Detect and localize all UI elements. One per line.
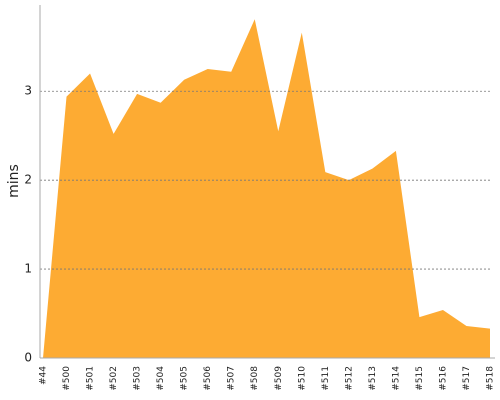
x-tick-label: #518: [486, 366, 496, 391]
x-tick-label: #512: [344, 366, 354, 391]
x-tick-label: #503: [133, 366, 143, 391]
x-tick-label: #505: [180, 366, 190, 391]
x-tick-label: #509: [274, 366, 284, 391]
x-tick-label: #506: [203, 366, 213, 391]
x-tick-label: #510: [297, 366, 307, 391]
x-tick-label: #504: [156, 366, 166, 391]
x-tick-label: #517: [462, 366, 472, 391]
x-tick-label: #513: [368, 366, 378, 391]
y-tick-label: 3: [24, 84, 32, 98]
x-tick-label: #502: [109, 366, 119, 391]
area: [43, 19, 490, 359]
x-tick-label: #511: [321, 366, 331, 391]
x-tick-label: #508: [250, 366, 260, 391]
x-tick-label: #514: [391, 366, 401, 391]
x-tick-label: #500: [62, 366, 72, 391]
y-tick-label: 0: [24, 351, 32, 365]
y-tick-label: 2: [24, 173, 32, 187]
x-tick-label: #515: [415, 366, 425, 391]
y-tick-label: 1: [24, 262, 32, 276]
x-tick-label: #516: [438, 366, 448, 391]
y-axis-title: mins: [6, 164, 22, 198]
x-tick-label: #44: [39, 366, 49, 385]
x-tick-label: #507: [227, 366, 237, 391]
x-tick-label: #501: [86, 366, 96, 391]
